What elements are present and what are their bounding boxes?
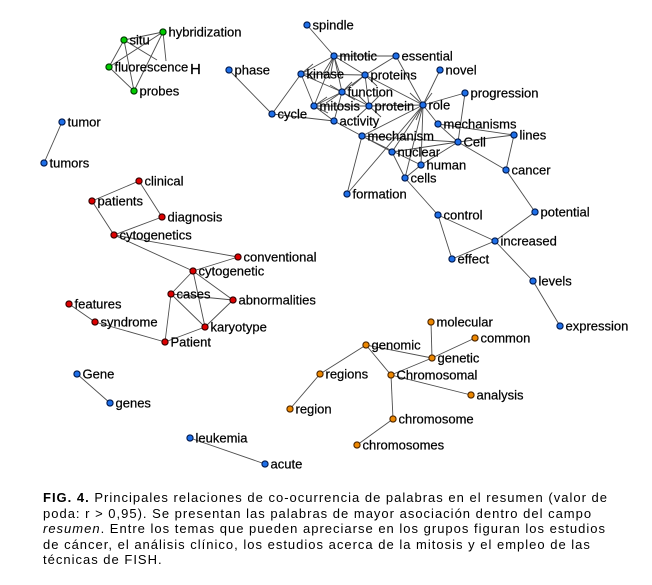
svg-text:mitosis: mitosis <box>320 99 361 114</box>
svg-text:genetic: genetic <box>438 351 480 366</box>
svg-text:levels: levels <box>539 274 573 289</box>
svg-text:activity: activity <box>340 114 380 129</box>
svg-text:analysis: analysis <box>477 388 524 403</box>
svg-text:patients: patients <box>98 194 144 209</box>
svg-text:mechanism: mechanism <box>368 129 434 144</box>
svg-text:cycle: cycle <box>278 107 308 122</box>
svg-text:human: human <box>427 158 467 173</box>
svg-text:cancer: cancer <box>512 163 552 178</box>
svg-text:leukemia: leukemia <box>196 431 249 446</box>
svg-text:phase: phase <box>235 63 270 78</box>
svg-text:protein: protein <box>375 99 415 114</box>
svg-text:spindle: spindle <box>313 18 354 33</box>
svg-text:expression: expression <box>566 319 629 334</box>
svg-text:Cell: Cell <box>464 135 487 150</box>
svg-text:mitotic: mitotic <box>340 49 378 64</box>
svg-text:potential: potential <box>541 205 590 220</box>
svg-text:cases: cases <box>177 287 211 302</box>
svg-text:cytogenetic: cytogenetic <box>199 264 265 279</box>
svg-text:essential: essential <box>402 49 453 64</box>
svg-text:conventional: conventional <box>244 250 317 265</box>
svg-text:increased: increased <box>501 234 557 249</box>
svg-text:acute: acute <box>271 457 303 472</box>
svg-text:abnormalities: abnormalities <box>239 293 317 308</box>
svg-text:features: features <box>75 297 122 312</box>
svg-text:nuclear: nuclear <box>398 145 441 160</box>
svg-text:formation: formation <box>353 187 407 202</box>
svg-text:progression: progression <box>471 86 539 101</box>
svg-text:tumors: tumors <box>50 156 90 171</box>
svg-text:role: role <box>429 98 451 113</box>
svg-text:mechanisms: mechanisms <box>444 117 517 132</box>
svg-text:genomic: genomic <box>372 338 422 353</box>
svg-text:effect: effect <box>458 252 490 267</box>
svg-text:karyotype: karyotype <box>211 320 267 335</box>
svg-text:probes: probes <box>140 84 180 99</box>
svg-text:H: H <box>190 61 201 78</box>
svg-text:lines: lines <box>520 128 547 143</box>
svg-text:proteins: proteins <box>371 68 418 83</box>
svg-text:fluorescence: fluorescence <box>115 60 189 75</box>
svg-text:cytogenetics: cytogenetics <box>120 228 193 243</box>
svg-text:chromosome: chromosome <box>399 412 474 427</box>
svg-text:clinical: clinical <box>145 174 184 189</box>
svg-text:function: function <box>348 85 394 100</box>
svg-text:molecular: molecular <box>437 315 494 330</box>
svg-text:control: control <box>444 208 483 223</box>
svg-text:genes: genes <box>116 396 152 411</box>
svg-text:Gene: Gene <box>83 367 115 382</box>
svg-text:diagnosis: diagnosis <box>168 210 223 225</box>
svg-text:regions: regions <box>326 367 369 382</box>
svg-text:novel: novel <box>446 63 477 78</box>
svg-text:cells: cells <box>411 171 438 186</box>
svg-text:kinase: kinase <box>307 67 345 82</box>
svg-text:hybridization: hybridization <box>169 25 242 40</box>
svg-text:situ: situ <box>130 33 150 48</box>
svg-text:syndrome: syndrome <box>101 315 158 330</box>
svg-text:region: region <box>296 402 332 417</box>
svg-text:Patient: Patient <box>171 335 212 350</box>
svg-text:chromosomes: chromosomes <box>363 438 445 453</box>
svg-text:common: common <box>481 331 531 346</box>
svg-text:Chromosomal: Chromosomal <box>397 368 478 383</box>
svg-text:tumor: tumor <box>68 115 102 130</box>
